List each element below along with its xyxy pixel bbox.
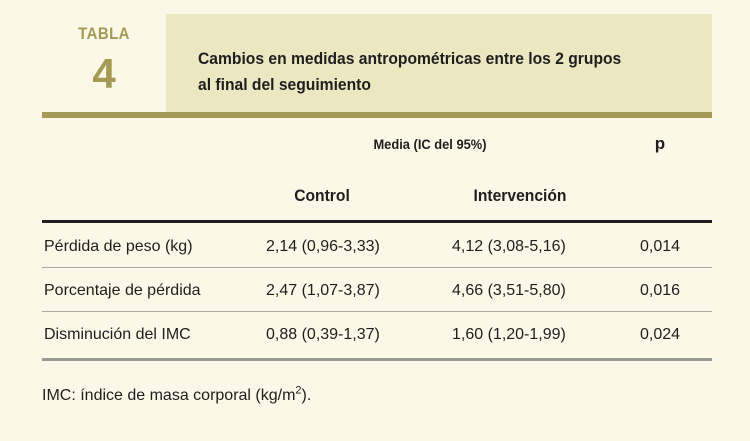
- table-header: TABLA 4 Cambios en medidas antropométric…: [42, 14, 712, 112]
- footnote-text: IMC: índice de masa corporal (kg/m: [42, 387, 296, 404]
- table-title-line-2: al final del seguimiento: [198, 75, 371, 94]
- p-value: 0,014: [640, 238, 681, 255]
- table-label: TABLA: [78, 24, 130, 43]
- row-divider: [42, 267, 712, 268]
- row-label: Pérdida de peso (kg): [44, 238, 193, 255]
- control-value: 0,88 (0,39-1,37): [266, 326, 380, 343]
- table-label-box: TABLA 4: [42, 14, 166, 112]
- title-band: Cambios en medidas antropométricas entre…: [166, 14, 712, 112]
- table-row: Pérdida de peso (kg) 2,14 (0,96-3,33) 4,…: [42, 224, 712, 268]
- table-title-line-1: Cambios en medidas antropométricas entre…: [198, 49, 622, 68]
- row-label: Disminución del IMC: [44, 326, 191, 343]
- p-column-header: p: [654, 134, 666, 153]
- table-bottom-rule: [42, 358, 712, 361]
- intervention-value: 4,12 (3,08-5,16): [452, 238, 566, 255]
- table-number: 4: [92, 50, 116, 97]
- p-value: 0,016: [640, 282, 681, 299]
- group-column-header: Media (IC del 95%): [373, 136, 487, 152]
- intervention-value: 4,66 (3,51-5,80): [452, 282, 566, 299]
- footnote-tail: ).: [301, 387, 312, 404]
- control-value: 2,14 (0,96-3,33): [266, 238, 380, 255]
- footnote-superscript: 2: [295, 384, 302, 397]
- table-title: Cambios en medidas antropométricas entre…: [198, 46, 676, 98]
- row-divider: [42, 311, 712, 312]
- table-row: Porcentaje de pérdida 2,47 (1,07-3,87) 4…: [42, 268, 712, 312]
- control-value: 2,47 (1,07-3,87): [266, 282, 380, 299]
- p-value: 0,024: [640, 326, 681, 343]
- control-column-header: Control: [294, 186, 350, 205]
- column-header-divider: [42, 220, 712, 223]
- table-row: Disminución del IMC 0,88 (0,39-1,37) 1,6…: [42, 312, 712, 356]
- intervention-value: 1,60 (1,20-1,99): [452, 326, 566, 343]
- footnote: IMC: índice de masa corporal (kg/m2).: [42, 384, 312, 406]
- row-label: Porcentaje de pérdida: [44, 282, 201, 299]
- intervention-column-header: Intervención: [473, 186, 567, 205]
- header-divider: [42, 112, 712, 118]
